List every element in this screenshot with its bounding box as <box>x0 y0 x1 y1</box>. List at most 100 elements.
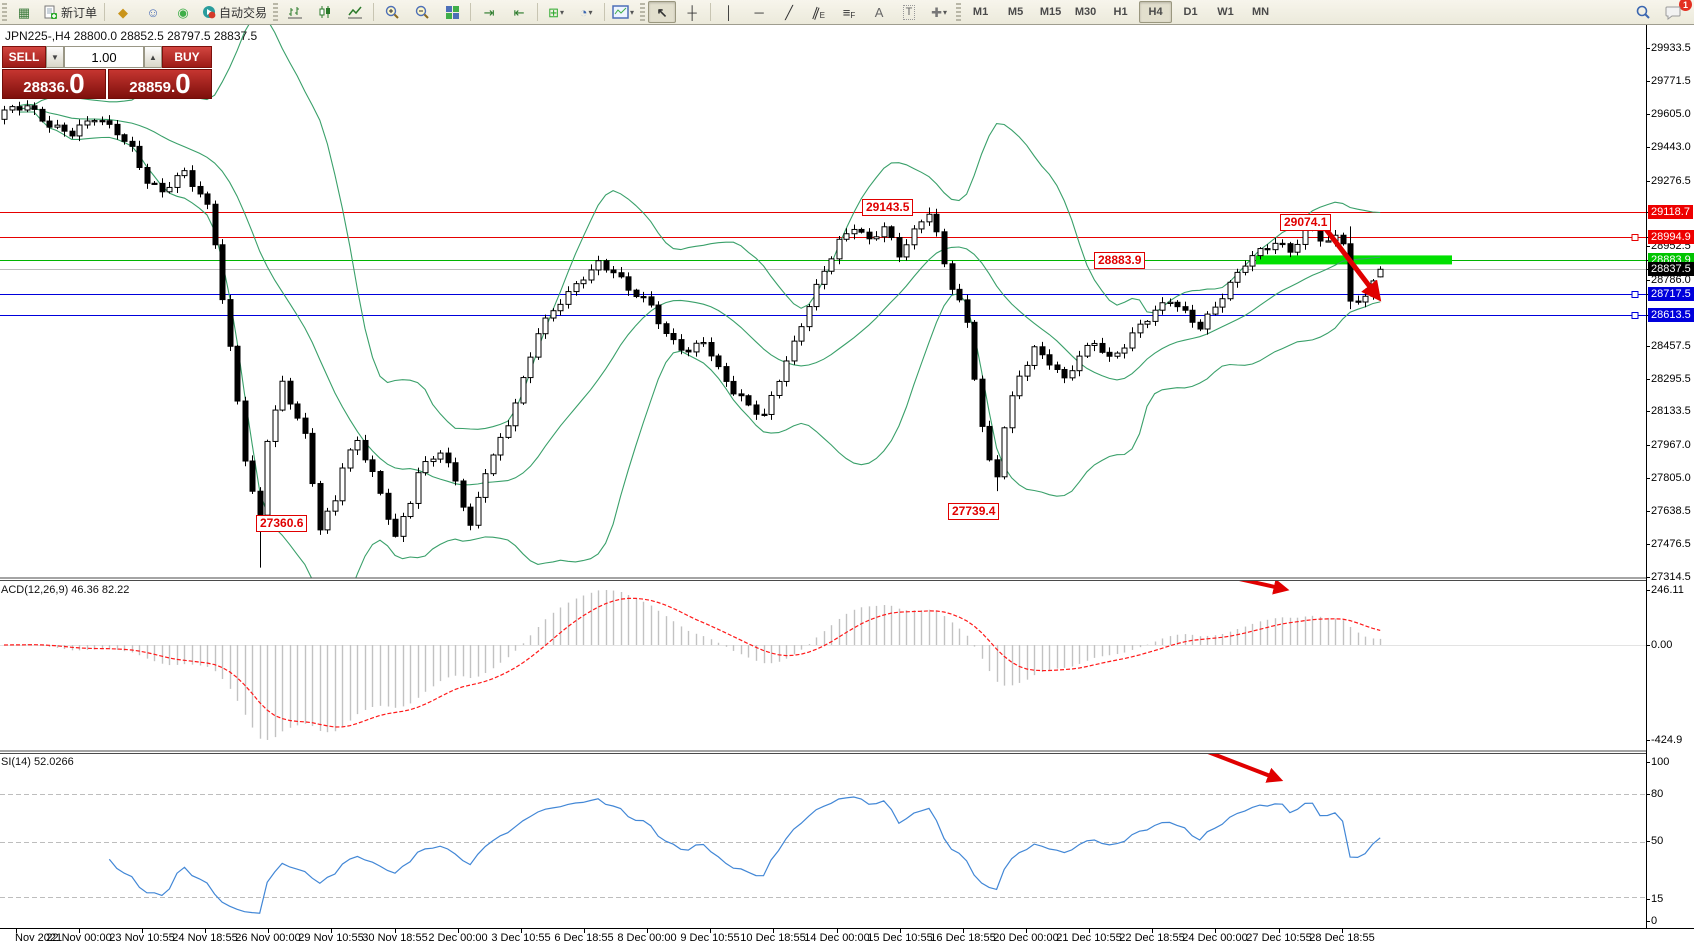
crosshair-tool-button[interactable]: ┼ <box>678 1 706 23</box>
macd-signal-line <box>3 597 1381 728</box>
line-chart-button[interactable] <box>341 1 369 23</box>
chart-title: JPN225-,H4 28800.0 28852.5 28797.5 28837… <box>5 29 258 43</box>
tf-button-D1[interactable]: D1 <box>1183 6 1198 18</box>
time-axis-label: 24 Nov 18:55 <box>172 932 238 944</box>
time-axis-label: 3 Dec 10:55 <box>491 932 551 944</box>
down-trend-arrow-rsi[interactable] <box>1207 752 1284 783</box>
search-icon <box>1636 5 1650 19</box>
market-watch-button[interactable]: ◆ <box>109 1 137 23</box>
price-axis-tick: 27967.0 <box>1651 439 1691 452</box>
time-axis-label: 6 Dec 18:55 <box>554 932 614 944</box>
arrows-tool-button[interactable]: ✚ ▾ <box>925 1 953 23</box>
trendline-tool-button[interactable]: ╱ <box>775 1 803 23</box>
add-indicator-icon: ⊞ <box>548 4 559 20</box>
gold-icon: ◆ <box>118 4 129 20</box>
time-axis-label: 29 Nov 10:55 <box>298 932 364 944</box>
price-annotation-29074.1[interactable]: 29074.1 <box>1280 214 1332 231</box>
contacts-button[interactable]: ☺ <box>139 1 167 23</box>
hline-tool-button[interactable]: ─ <box>745 1 773 23</box>
time-axis-label: 26 Nov 00:00 <box>235 932 301 944</box>
text-label-tool-button[interactable]: T <box>895 1 923 23</box>
tf-button-W1[interactable]: W1 <box>1217 6 1234 18</box>
chart-frame <box>0 24 1694 933</box>
period-button[interactable]: ◔ ▾ <box>572 1 600 23</box>
candlesticks <box>1 100 1384 568</box>
volume-increase-button[interactable]: ▲ <box>144 46 162 68</box>
candlestick-chart-icon <box>319 6 331 18</box>
new-order-label: 新订单 <box>61 5 98 20</box>
tf-button-M30[interactable]: M30 <box>1074 6 1097 18</box>
hline-handle[interactable] <box>1631 234 1639 241</box>
text-label-icon: T <box>902 4 916 20</box>
bar-chart-button[interactable] <box>281 1 309 23</box>
rsi-axis-tick: 80 <box>1651 788 1664 800</box>
price-axis-tick: 29771.5 <box>1651 74 1691 87</box>
price-axis-tick: 28295.5 <box>1651 372 1691 385</box>
sell-price-pips: 0 <box>69 68 85 99</box>
time-axis-label: 8 Dec 00:00 <box>617 932 677 944</box>
search-button[interactable] <box>1629 1 1657 23</box>
hline-handle[interactable] <box>1631 312 1639 319</box>
line-chart-icon <box>348 6 363 19</box>
tile-windows-button[interactable] <box>438 1 466 23</box>
price-axis-label-28994.9: 28994.9 <box>1648 230 1694 245</box>
tf-button-MN[interactable]: MN <box>1251 6 1270 18</box>
tf-button-M1[interactable]: M1 <box>972 6 989 18</box>
template-button[interactable]: ▾ <box>609 1 637 23</box>
price-axis-label-28613.5: 28613.5 <box>1648 307 1694 322</box>
rsi-axis-tick: 15 <box>1651 893 1664 905</box>
zoom-out-icon <box>415 5 429 19</box>
rsi-axis-tick: 50 <box>1651 835 1664 847</box>
auto-scroll-icon: ⇥ <box>483 4 495 20</box>
chat-bubble-icon <box>1665 6 1680 20</box>
price-annotation-27360.6[interactable]: 27360.6 <box>256 515 308 532</box>
tf-button-M5[interactable]: M5 <box>1007 6 1024 18</box>
zoom-in-icon <box>385 5 399 19</box>
buy-button[interactable]: BUY <box>162 46 212 68</box>
chart-shift-icon: ⇤ <box>513 4 525 20</box>
buy-price-pips: 0 <box>175 68 191 99</box>
vline-tool-button[interactable]: │ <box>715 1 743 23</box>
bollinger-middle-line <box>18 107 1381 486</box>
price-axis-tick: 29933.5 <box>1651 41 1691 54</box>
down-trend-arrow-macd[interactable] <box>1208 572 1290 595</box>
price-annotation-29143.5[interactable]: 29143.5 <box>862 199 914 216</box>
down-trend-arrow-main[interactable] <box>1320 222 1382 302</box>
price-annotation-27739.4[interactable]: 27739.4 <box>948 503 1000 520</box>
time-axis-label: 21 Dec 10:55 <box>1056 932 1122 944</box>
window-grid-button[interactable]: ▦ <box>10 1 38 23</box>
tf-button-M15[interactable]: M15 <box>1039 6 1062 18</box>
price-annotation-28883.9[interactable]: 28883.9 <box>1094 252 1146 269</box>
chart-shift-button[interactable]: ⇤ <box>505 1 533 23</box>
zoom-in-button[interactable] <box>378 1 406 23</box>
price-axis-label-28837.5: 28837.5 <box>1648 262 1694 277</box>
tf-button-H1[interactable]: H1 <box>1113 6 1128 18</box>
hline-handle[interactable] <box>1631 291 1639 298</box>
sell-button[interactable]: SELL <box>2 46 46 68</box>
notifications-button[interactable]: 1 <box>1659 0 1692 23</box>
tf-button-H4[interactable]: H4 <box>1139 1 1173 23</box>
channel-tool-button[interactable]: ∥ E <box>805 1 833 23</box>
volume-input[interactable] <box>64 46 144 68</box>
signals-button[interactable]: ◉ <box>169 1 197 23</box>
text-tool-button[interactable]: A <box>865 1 893 23</box>
fibonacci-tool-button[interactable]: ≡ F <box>835 1 863 23</box>
time-axis-label: 10 Dec 18:55 <box>740 932 806 944</box>
buy-price-box[interactable]: 28859. 0 <box>108 69 212 99</box>
price-axis-tick: 28457.5 <box>1651 340 1691 353</box>
crosshair-icon: ┼ <box>687 4 697 20</box>
autotrade-button[interactable]: 自动交易 <box>199 1 270 23</box>
candlestick-chart-button[interactable] <box>311 1 339 23</box>
price-axis-tick: 29605.0 <box>1651 108 1691 121</box>
toolbar: ▦ 新订单 ◆ ☺ ◉ 自动交易 <box>0 0 1694 25</box>
price-axis-tick: 29443.0 <box>1651 140 1691 153</box>
rsi-indicator-label: SI(14) 52.0266 <box>1 756 74 768</box>
sell-price-box[interactable]: 28836. 0 <box>2 69 106 99</box>
volume-decrease-button[interactable]: ▼ <box>46 46 64 68</box>
add-indicator-button[interactable]: ⊞ ▾ <box>542 1 570 23</box>
zoom-out-button[interactable] <box>408 1 436 23</box>
new-order-button[interactable]: 新订单 <box>40 1 100 23</box>
cursor-tool-button[interactable]: ↖ <box>648 1 677 23</box>
auto-scroll-button[interactable]: ⇥ <box>475 1 503 23</box>
